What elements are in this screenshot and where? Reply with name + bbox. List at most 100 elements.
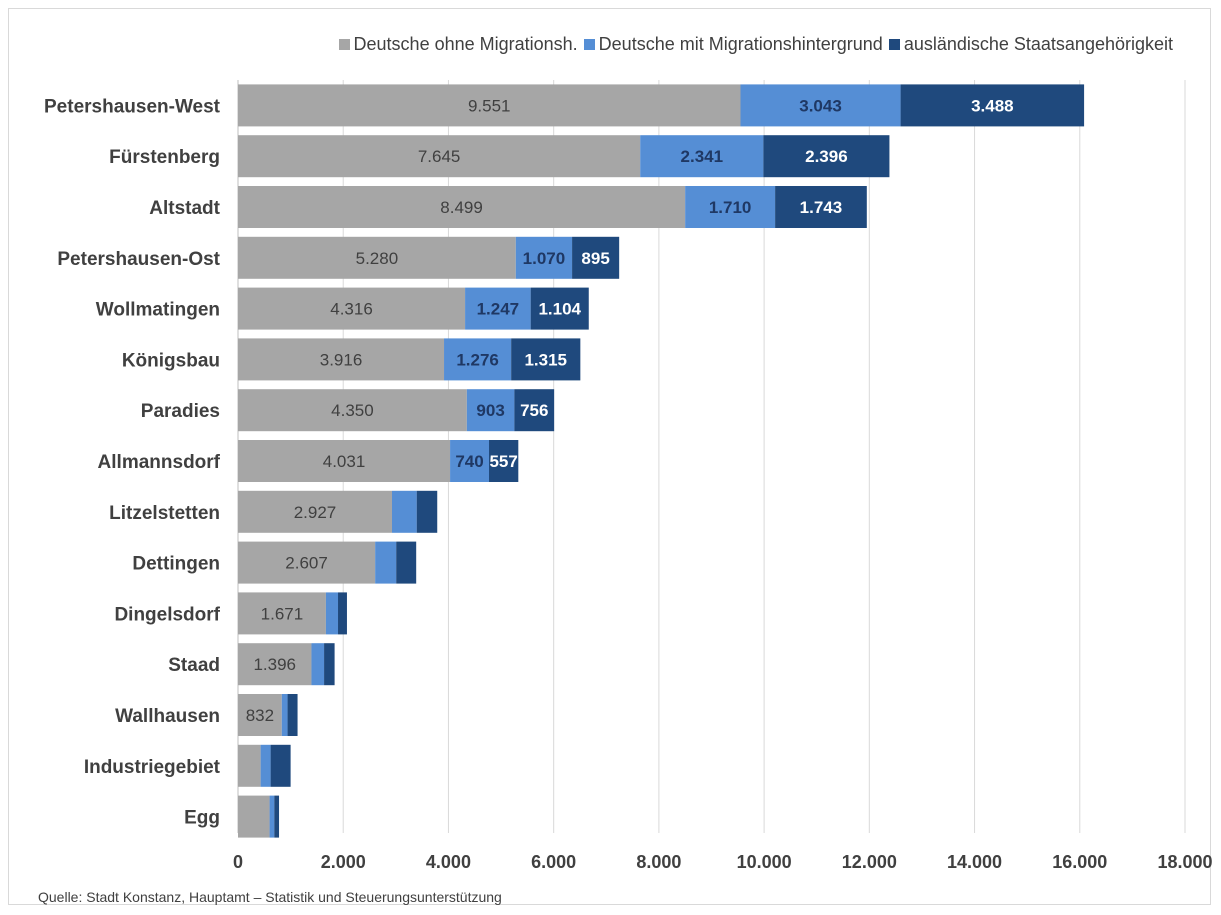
data-label: 1.247 (477, 300, 520, 319)
data-labels: 9.551 3.043 3.488 7.645 2.341 2.396 8.499 1.710… (246, 96, 1014, 725)
bar-segment (465, 287, 531, 330)
x-tick-label: 6.000 (531, 852, 576, 872)
legend-label-mit: Deutsche mit Migrationshintergrund (598, 34, 883, 54)
bar-segment (238, 744, 261, 787)
data-label: 832 (246, 706, 274, 725)
bar-segment (324, 643, 335, 686)
bar-segment (530, 287, 589, 330)
bar-segment (740, 84, 901, 127)
bar-segment (775, 186, 867, 228)
data-label: 4.350 (331, 401, 374, 420)
legend-swatch-auslaendisch (888, 39, 900, 50)
bar-segment (375, 541, 397, 584)
bar-segment (260, 744, 271, 787)
bar-segment (444, 338, 512, 381)
data-label: 895 (581, 249, 609, 268)
data-label: 557 (489, 452, 517, 471)
bar-segment (238, 592, 326, 635)
category-label: Königsbau (122, 350, 220, 371)
bar-segment (515, 236, 573, 279)
bar-segment (640, 135, 764, 178)
x-tick-label: 4.000 (426, 852, 471, 872)
category-label: Wallhausen (115, 706, 220, 727)
data-label: 1.315 (524, 350, 567, 369)
bar-segment (238, 287, 466, 330)
data-label: 7.645 (418, 147, 461, 166)
category-label: Egg (184, 808, 220, 829)
data-label: 3.916 (320, 350, 363, 369)
data-label: 756 (520, 401, 548, 420)
category-label: Paradies (141, 401, 220, 422)
legend-item-auslaendisch: ausländische Staatsangehörigkeit (888, 34, 1173, 55)
category-label: Dettingen (132, 554, 220, 575)
bar-segment (763, 135, 890, 178)
bar-segment (466, 389, 515, 432)
legend-swatch-mit (583, 39, 595, 50)
legend-label-auslaendisch: ausländische Staatsangehörigkeit (903, 34, 1173, 54)
bar-segment (238, 236, 516, 279)
x-tick-label: 16.000 (1052, 852, 1107, 872)
data-label: 1.070 (523, 249, 566, 268)
bar-segment (391, 490, 417, 533)
bar-segment (511, 338, 581, 381)
bar-segment (238, 186, 686, 228)
x-tick-label: 0 (233, 852, 243, 872)
bar-segment (281, 694, 288, 736)
bar-segment (238, 84, 741, 127)
bar-segment (416, 490, 438, 533)
bar-segment (287, 694, 298, 736)
data-label: 2.396 (805, 147, 848, 166)
legend-item-ohne: Deutsche ohne Migrationsh. (338, 34, 578, 55)
data-label: 4.316 (330, 300, 373, 319)
bar-segment (489, 440, 519, 482)
data-label: 1.276 (456, 350, 499, 369)
category-label: Wollmatingen (96, 300, 220, 321)
bar-segment (238, 338, 445, 381)
legend-swatch-ohne (338, 39, 350, 50)
category-label: Altstadt (149, 198, 220, 219)
bar-segment (338, 592, 347, 635)
source-note: Quelle: Stadt Konstanz, Hauptamt – Stati… (38, 889, 502, 905)
bar-segment (685, 186, 776, 228)
category-labels: Petershausen-West Fürstenberg Altstadt Pete… (44, 96, 221, 828)
data-label: 8.499 (440, 198, 483, 217)
category-label: Fürstenberg (109, 147, 220, 168)
category-label: Dingelsdorf (114, 604, 220, 625)
bar-segment (238, 490, 392, 533)
bar-segment (238, 541, 376, 584)
data-label: 2.927 (294, 503, 337, 522)
chart-legend: Deutsche ohne Migrationsh. Deutsche mit … (333, 34, 1173, 55)
x-tick-label: 10.000 (737, 852, 792, 872)
bar-segment (311, 643, 325, 686)
chart-frame (8, 8, 1211, 905)
data-label: 2.607 (285, 554, 328, 573)
x-tick-label: 18.000 (1157, 852, 1212, 872)
data-label: 903 (476, 401, 504, 420)
data-label: 1.743 (800, 198, 843, 217)
bar-segment (238, 643, 312, 686)
data-label: 5.280 (356, 249, 399, 268)
data-label: 1.671 (261, 604, 304, 623)
bars (238, 84, 1085, 838)
x-tick-label: 12.000 (842, 852, 897, 872)
x-tick-label: 8.000 (636, 852, 681, 872)
data-label: 1.396 (253, 655, 296, 674)
data-label: 1.710 (709, 198, 752, 217)
category-label: Allmannsdorf (98, 452, 221, 473)
data-label: 9.551 (468, 96, 511, 115)
bar-segment (900, 84, 1085, 127)
bar-segment (274, 795, 280, 838)
category-label: Litzelstetten (109, 503, 220, 524)
bar-segment (238, 135, 641, 178)
bar-segment (238, 694, 282, 736)
category-label: Industriegebiet (84, 757, 221, 778)
bar-segment (238, 440, 451, 482)
bar-segment (396, 541, 417, 584)
legend-label-ohne: Deutsche ohne Migrationsh. (353, 34, 578, 54)
x-tick-label: 14.000 (947, 852, 1002, 872)
bar-segment (270, 744, 291, 787)
x-tick-labels: 0 2.000 4.000 6.000 8.000 10.000 12.000 14.000 1… (233, 852, 1213, 872)
x-tick-label: 2.000 (321, 852, 366, 872)
bar-segment (238, 795, 270, 838)
